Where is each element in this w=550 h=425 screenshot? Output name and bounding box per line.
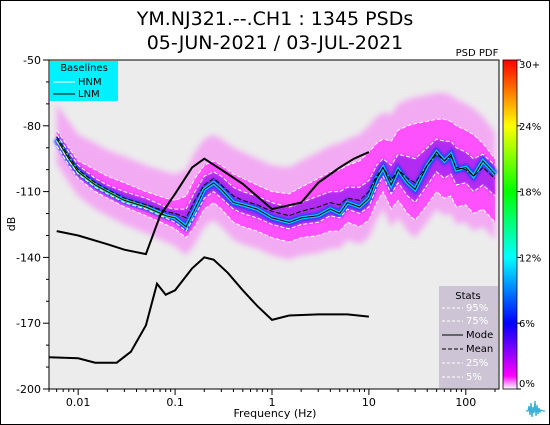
- y-axis-label: dB: [5, 217, 18, 232]
- colorbar-ticks: 30+ 24% 18% 12% 6% 0%: [517, 59, 541, 390]
- x-tick-label: 10: [362, 396, 376, 409]
- x-tick-label: 0.1: [166, 396, 184, 409]
- y-axis: -50 -80 -110 -140 -170 -200: [16, 54, 49, 396]
- stats-legend: Stats 95% 75% Mode Mean 25% 5%: [439, 286, 498, 388]
- stat-lines: [56, 118, 496, 243]
- y-tick-label: -110: [16, 186, 41, 199]
- x-tick-label: 1: [268, 396, 275, 409]
- colorbar-tick-label: 6%: [519, 319, 535, 330]
- colorbar-tick-label: 24%: [519, 122, 541, 133]
- title-line-2: 05-JUN-2021 / 03-JUL-2021: [147, 32, 404, 54]
- title-line-1: YM.NJ321.--.CH1 : 1345 PSDs: [136, 8, 413, 30]
- hnm-legend-label: HNM: [78, 77, 102, 88]
- baselines-legend-title: Baselines: [60, 63, 108, 74]
- colorbar-tick-label: 0%: [519, 379, 535, 390]
- x-tick-label: 100: [455, 396, 476, 409]
- colorbar-tick-label: 12%: [519, 253, 541, 264]
- x-axis: 0.01 0.1 1 10 100: [48, 389, 496, 409]
- colorbar: [502, 59, 518, 390]
- p25-legend-label: 25%: [466, 358, 488, 369]
- hnm-line: [56, 151, 370, 256]
- p5-legend-label: 5%: [466, 372, 482, 383]
- p95-line: [56, 118, 496, 201]
- seismogram-icon: [525, 399, 546, 419]
- p75-legend-label: 75%: [466, 316, 488, 327]
- p75-line: [56, 134, 496, 210]
- p95-legend-label: 95%: [466, 303, 488, 314]
- y-tick-label: -140: [16, 251, 41, 264]
- mode-legend-label: Mode: [466, 330, 493, 341]
- lnm-legend-label: LNM: [78, 89, 100, 100]
- y-tick-label: -170: [16, 317, 41, 330]
- y-tick-label: -80: [23, 120, 41, 133]
- y-tick-label: -200: [16, 383, 41, 396]
- y-tick-label: -50: [23, 54, 41, 67]
- colorbar-tick-label: 18%: [519, 188, 541, 199]
- mean-line: [56, 136, 496, 219]
- stats-legend-box: [439, 286, 498, 388]
- p5-line: [56, 145, 496, 243]
- plot-border: [48, 59, 500, 390]
- stats-legend-title: Stats: [455, 291, 481, 302]
- p25-line: [56, 140, 496, 232]
- x-tick-label: 0.01: [66, 396, 91, 409]
- baseline-lines: [49, 151, 370, 364]
- mode-line: [56, 138, 496, 228]
- baselines-legend: Baselines HNM LNM: [50, 61, 118, 101]
- mean-legend-label: Mean: [466, 344, 493, 355]
- colorbar-title: PSD PDF: [456, 48, 499, 59]
- x-axis-label: Frequency (Hz): [234, 407, 317, 420]
- lnm-line: [49, 256, 370, 364]
- colorbar-tick-label: 30+: [519, 60, 540, 71]
